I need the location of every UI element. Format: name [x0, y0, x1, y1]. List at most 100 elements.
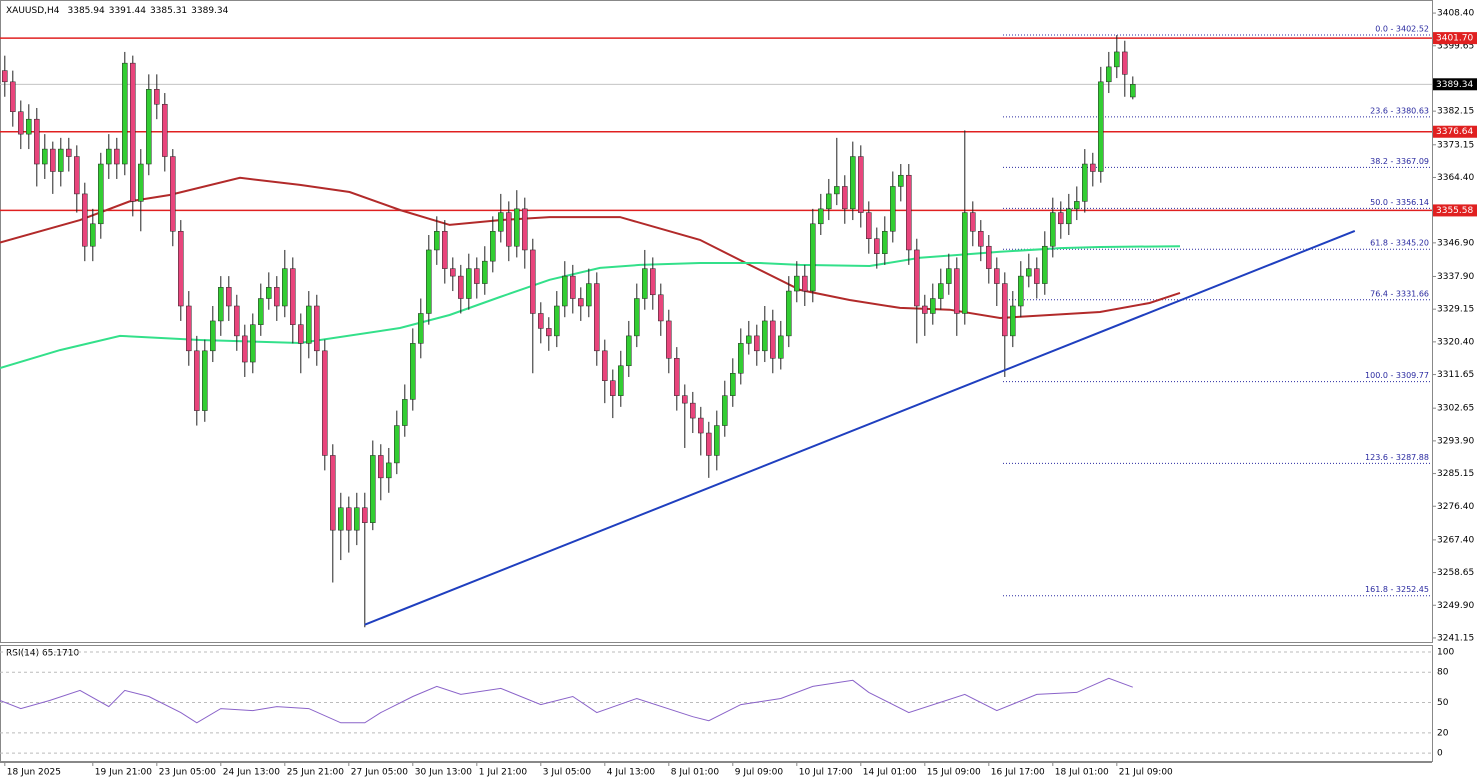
candle-body [738, 343, 744, 374]
candle-body [282, 268, 288, 307]
level-label: 3401.70 [1436, 34, 1473, 44]
level-label: 3355.58 [1436, 206, 1473, 216]
candle-body [210, 320, 216, 352]
symbol: XAUUSD,H4 [6, 6, 60, 16]
candle-body [66, 148, 72, 157]
rsi-tick-label: 50 [1437, 698, 1449, 708]
candle-body [826, 193, 832, 210]
x-tick-label: 16 Jul 17:00 [991, 768, 1045, 778]
candle-body [1098, 81, 1104, 172]
candle-body [610, 380, 616, 396]
candle-body [770, 320, 776, 359]
header-ohlc: 3385.31 [150, 6, 187, 16]
candle-body [762, 320, 768, 352]
candle-body [330, 455, 336, 531]
y-tick-label: 3373.15 [1437, 140, 1474, 150]
candle-body [1090, 163, 1096, 172]
candle-body [378, 455, 384, 479]
candle-body [138, 163, 144, 202]
candle-body [234, 305, 240, 337]
candle-body [130, 62, 136, 202]
candle-body [546, 328, 552, 337]
y-tick-label: 3399.65 [1437, 41, 1474, 51]
candle-body [74, 156, 80, 195]
candle-body [714, 425, 720, 456]
candle-body [50, 148, 56, 172]
fib-label: 0.0 - 3402.52 [1375, 25, 1429, 34]
candle-body [730, 372, 736, 396]
x-tick-label: 4 Jul 13:00 [607, 768, 656, 778]
candle-body [698, 417, 704, 434]
rsi-panel [0, 645, 1433, 762]
candle-body [410, 343, 416, 400]
candle-body [522, 208, 528, 251]
candle-body [1042, 245, 1048, 284]
x-tick-label: 23 Jun 05:00 [159, 768, 216, 778]
y-tick-label: 3364.40 [1437, 173, 1474, 183]
candle-body [402, 399, 408, 426]
candle-body [1002, 283, 1008, 337]
candle-body [586, 283, 592, 307]
candle-body [314, 305, 320, 352]
candle-body [818, 208, 824, 225]
level-tag [1433, 125, 1477, 138]
x-tick-label: 1 Jul 21:00 [479, 768, 528, 778]
candle-body [930, 298, 936, 314]
candle-body [226, 287, 232, 307]
candle-body [962, 212, 968, 314]
y-tick-label: 3302.65 [1437, 404, 1474, 414]
candle-body [114, 148, 120, 165]
y-tick-label: 3320.40 [1437, 337, 1474, 347]
candle-body [794, 275, 800, 292]
candle-body [986, 245, 992, 269]
candle-body [418, 313, 424, 344]
y-tick-label: 3346.90 [1437, 238, 1474, 248]
candle-body [162, 103, 168, 157]
candle-body [370, 455, 376, 523]
candle-body [890, 186, 896, 232]
y-tick-label: 3382.15 [1437, 107, 1474, 117]
candle-body [322, 350, 328, 456]
y-tick-label: 3285.15 [1437, 469, 1474, 479]
candle-body [394, 425, 400, 464]
candle-body [82, 193, 88, 247]
candle-body [882, 231, 888, 254]
candle-body [146, 89, 152, 165]
candle-body [810, 223, 816, 292]
fib-label: 76.4 - 3331.66 [1370, 289, 1429, 298]
candle-body [978, 231, 984, 247]
candle-body [58, 148, 64, 172]
candle-body [434, 231, 440, 251]
candle-body [42, 148, 48, 165]
candle-body [1066, 208, 1072, 225]
candle-body [706, 432, 712, 456]
level-label: 3376.64 [1436, 127, 1473, 137]
y-tick-label: 3329.15 [1437, 305, 1474, 315]
candle-body [2, 70, 8, 83]
x-tick-label: 18 Jul 01:00 [1055, 768, 1109, 778]
candle-body [450, 268, 456, 277]
candle-body [122, 62, 128, 165]
candle-body [474, 268, 480, 284]
x-tick-label: 10 Jul 17:00 [799, 768, 853, 778]
x-tick-label: 25 Jun 21:00 [287, 768, 344, 778]
rsi-tick-label: 0 [1437, 749, 1443, 759]
candle-body [650, 268, 656, 296]
candle-body [874, 238, 880, 254]
candle-body [618, 365, 624, 396]
y-tick-label: 3241.15 [1437, 633, 1474, 643]
candle-body [834, 186, 840, 195]
fib-label: 23.6 - 3380.63 [1370, 106, 1429, 115]
candle-body [242, 335, 248, 363]
candle-body [1122, 51, 1128, 75]
y-tick-label: 3408.40 [1437, 9, 1474, 19]
candle-body [538, 313, 544, 329]
fib-label: 161.8 - 3252.45 [1365, 585, 1429, 594]
x-tick-label: 21 Jul 09:00 [1119, 768, 1173, 778]
candle-body [170, 156, 176, 232]
candle-body [386, 462, 392, 479]
x-tick-label: 9 Jul 09:00 [735, 768, 784, 778]
x-tick-label: 18 Jun 2025 [7, 768, 61, 778]
candle-body [1130, 84, 1136, 98]
